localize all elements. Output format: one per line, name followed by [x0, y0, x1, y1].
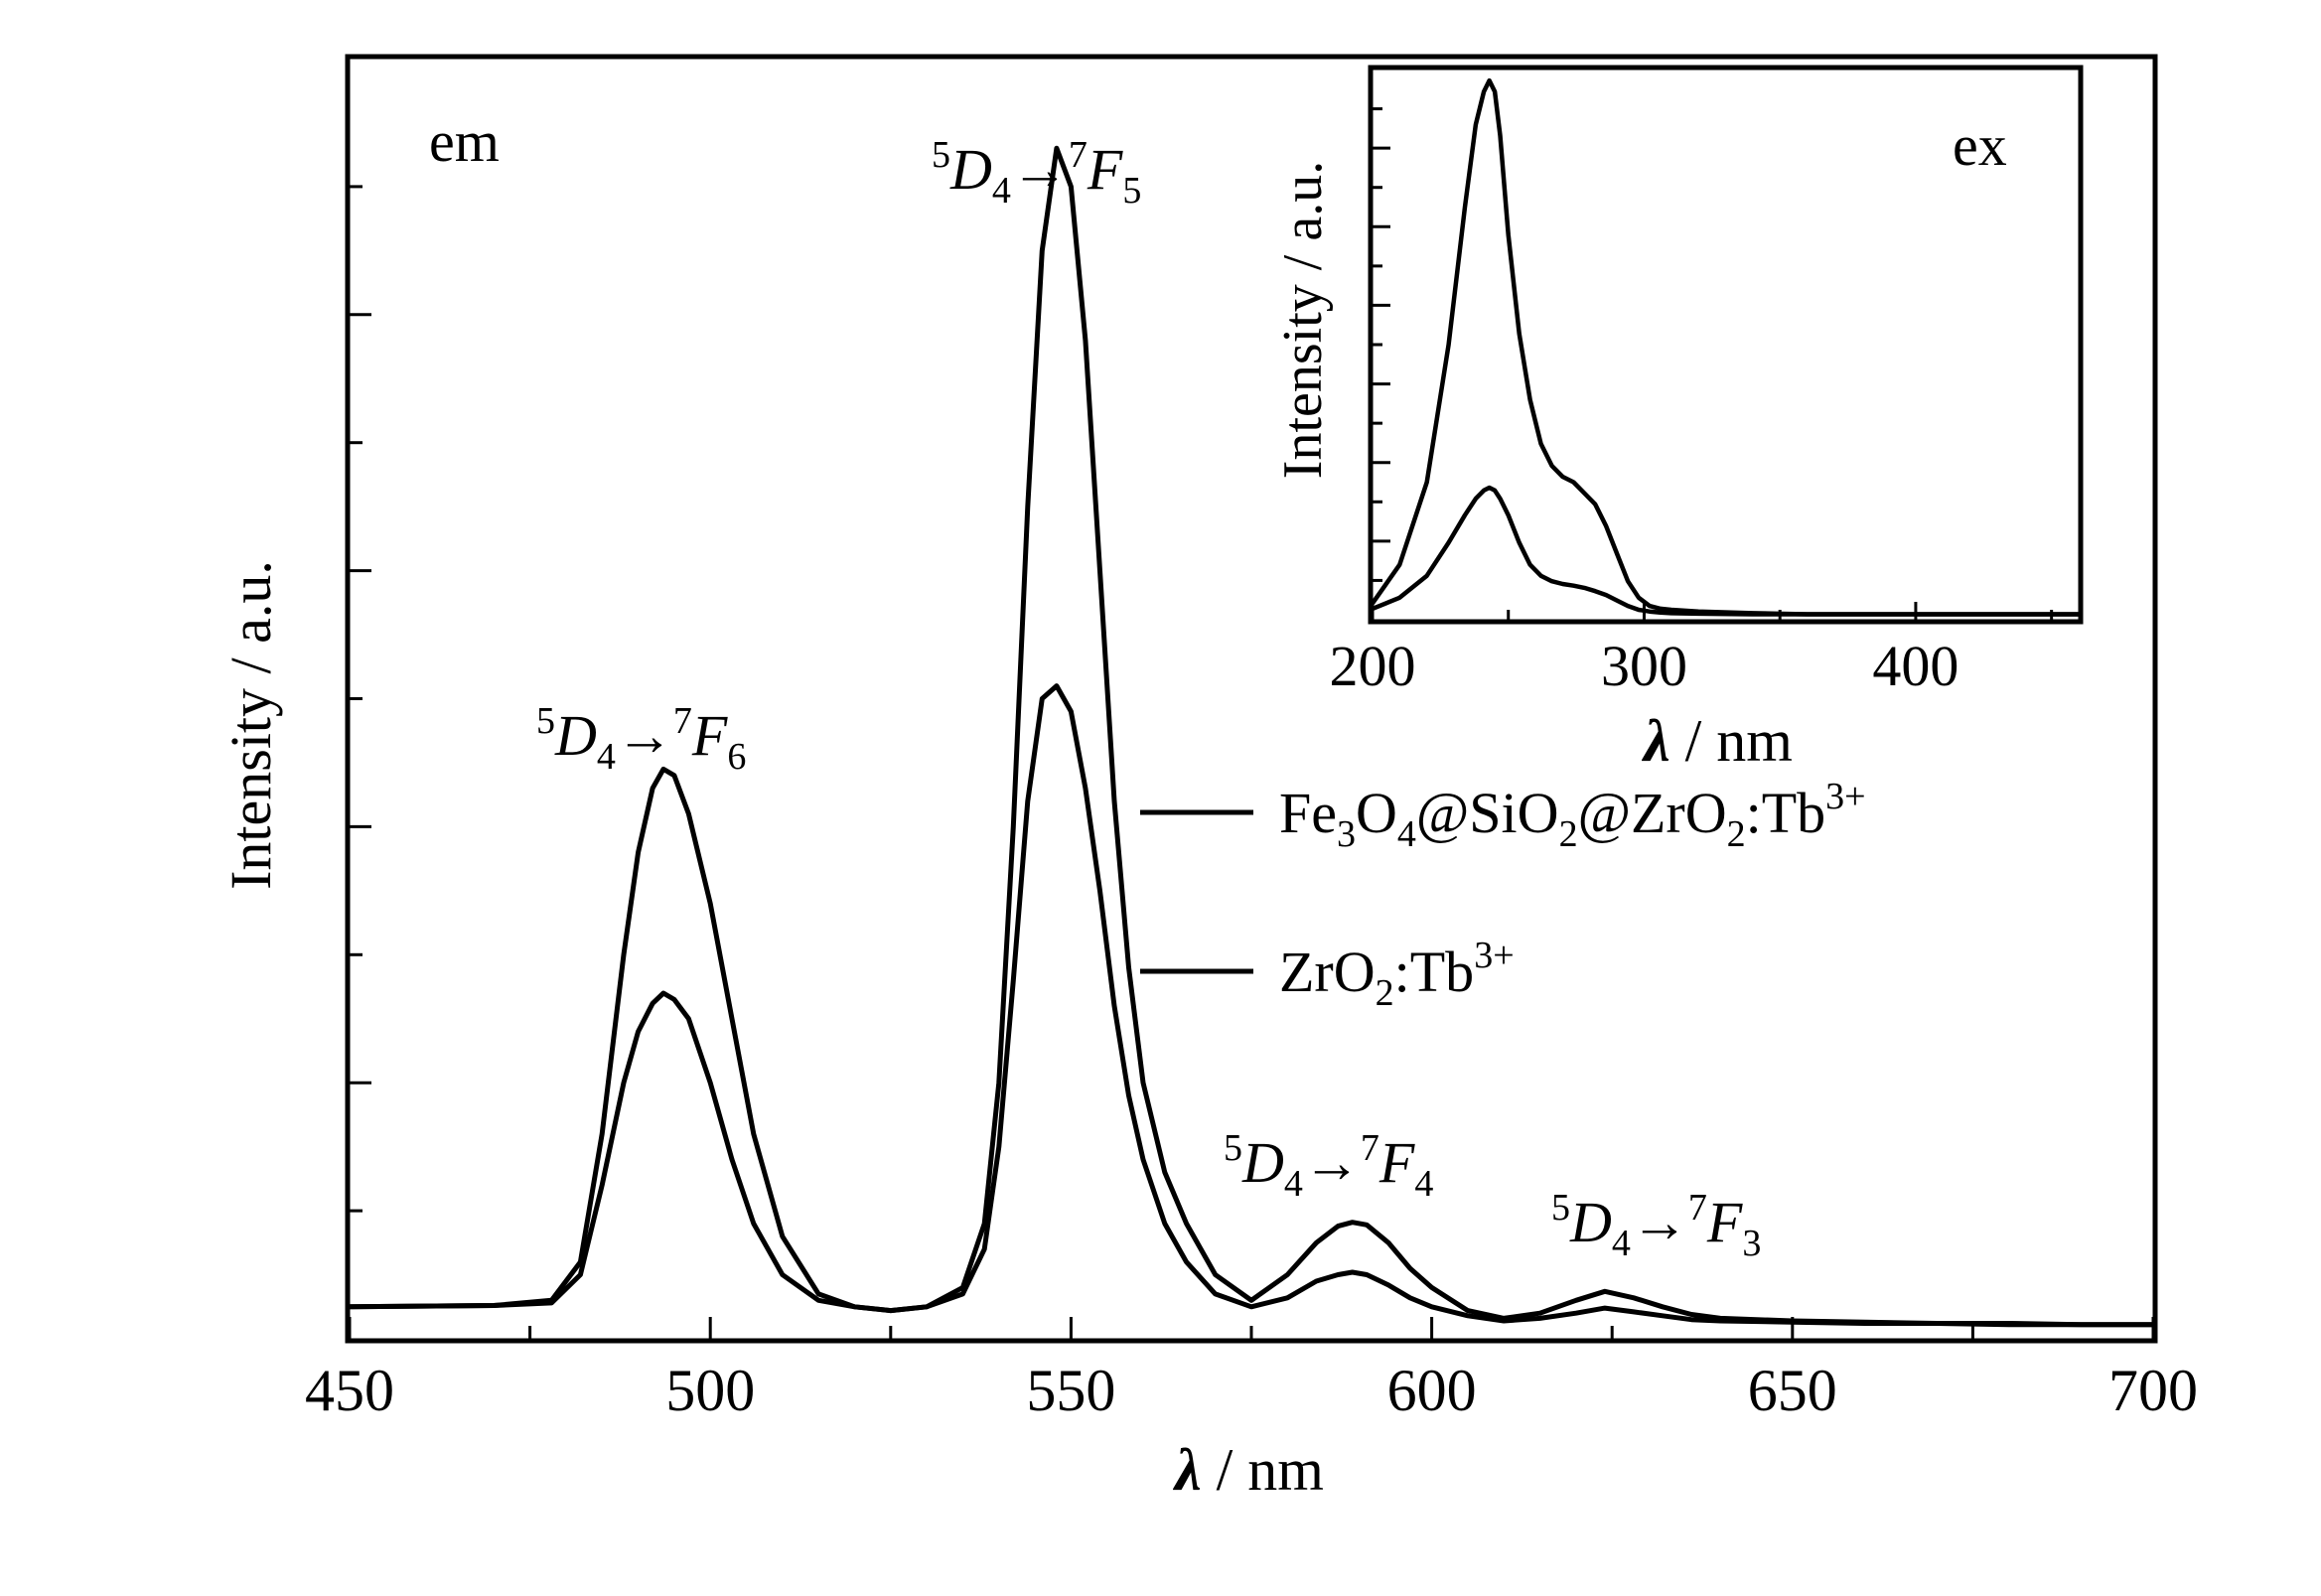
main-x-tick-label: 450 [305, 1358, 394, 1423]
inset-x-tick-label: 400 [1872, 634, 1958, 698]
inset-panel-label: ex [1953, 113, 2007, 178]
legend: Fe3O4@SiO2@ZrO2:Tb3+ ZrO2:Tb3+ [1140, 776, 1866, 1014]
inset-x-axis-unit: / nm [1670, 708, 1793, 774]
main-series-group [349, 145, 2153, 1328]
annotation-f5: 5D4→7F5 [932, 134, 1141, 212]
main-series-line-1 [349, 683, 2153, 1328]
main-x-tick-label: 550 [1026, 1358, 1115, 1423]
legend-label-fe3o4: Fe3O4@SiO2@ZrO2:Tb3+ [1279, 776, 1866, 855]
transition-annotations: 5D4→7F6 5D4→7F5 5D4→7F4 5D4→7F3 [536, 134, 1761, 1264]
inset-x-tick-label: 200 [1330, 634, 1416, 698]
main-panel-label: em [429, 109, 500, 174]
main-series-line-0 [349, 145, 2153, 1328]
annotation-f3: 5D4→7F3 [1551, 1187, 1761, 1264]
inset-x-tick-labels: 200 300 400 [1330, 634, 1959, 698]
annotation-f6: 5D4→7F6 [536, 700, 746, 778]
main-plot-frame [345, 54, 2158, 1344]
inset-x-axis-symbol: λ [1641, 708, 1670, 774]
main-y-axis-label: Intensity / a.u. [218, 560, 283, 890]
inset-x-tick-label: 300 [1601, 634, 1687, 698]
inset-plot-frame [1368, 65, 2084, 625]
main-x-axis-symbol: λ [1172, 1437, 1202, 1503]
inset-x-axis-label: λ / nm [1641, 708, 1793, 774]
main-x-tick-label: 650 [1748, 1358, 1837, 1423]
main-x-axis-label: λ / nm [1172, 1437, 1324, 1503]
main-x-tick-label: 600 [1387, 1358, 1477, 1423]
main-x-tick-label: 500 [665, 1358, 755, 1423]
legend-label-zro2: ZrO2:Tb3+ [1279, 935, 1515, 1014]
main-x-tick-labels: 450 500 550 600 650 700 [305, 1358, 2198, 1423]
main-x-tick-label: 700 [2108, 1358, 2198, 1423]
inset-y-axis-label: Intensity / a.u. [1272, 161, 1334, 479]
inset-background [1371, 68, 2081, 622]
main-x-axis-unit: / nm [1202, 1437, 1324, 1503]
annotation-f4: 5D4→7F4 [1224, 1127, 1433, 1205]
inset-series-group [1371, 77, 2079, 617]
inset-series-line-1 [1372, 485, 2079, 617]
